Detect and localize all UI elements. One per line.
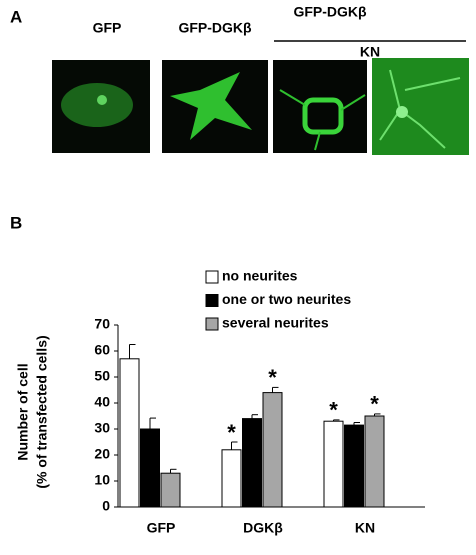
micrograph xyxy=(162,60,268,153)
bar xyxy=(364,415,385,508)
x-tick-label: KN xyxy=(355,520,375,536)
micrograph xyxy=(273,60,367,153)
legend-swatch xyxy=(205,270,219,284)
significance-mark: * xyxy=(329,398,338,423)
y-tick-label: 50 xyxy=(94,368,110,384)
panel-label: B xyxy=(10,213,22,232)
legend-label: no neurites xyxy=(222,268,298,284)
y-tick-label: 70 xyxy=(94,316,110,332)
y-axis-title: (% of transfected cells) xyxy=(34,335,50,488)
column-label: GFP xyxy=(93,20,122,36)
legend-swatch xyxy=(205,294,219,307)
y-tick-label: 20 xyxy=(94,446,110,462)
significance-mark: * xyxy=(268,365,277,390)
legend-label: one or two neurites xyxy=(222,291,351,307)
significance-mark: * xyxy=(370,392,379,417)
micrograph xyxy=(372,58,469,155)
y-tick-label: 30 xyxy=(94,420,110,436)
bar xyxy=(323,420,344,508)
bar xyxy=(262,392,283,508)
x-tick-label: GFP xyxy=(147,520,176,536)
bar xyxy=(119,358,140,508)
y-tick-label: 60 xyxy=(94,342,110,358)
y-tick-label: 40 xyxy=(94,394,110,410)
x-tick-label: DGKβ xyxy=(243,520,283,536)
y-tick-label: 0 xyxy=(102,498,110,514)
bar xyxy=(344,424,364,508)
panel-label: A xyxy=(10,7,22,26)
bar xyxy=(140,428,160,508)
bar xyxy=(221,449,242,508)
significance-mark: * xyxy=(227,420,236,445)
micrograph xyxy=(52,60,150,153)
y-axis-title: Number of cell xyxy=(15,363,31,460)
column-label: GFP-DGKβ xyxy=(178,20,252,36)
column-label: GFP-DGKβ xyxy=(293,4,367,20)
group-label: KN xyxy=(360,44,380,60)
y-tick-label: 10 xyxy=(94,472,110,488)
legend-label: several neurites xyxy=(222,315,329,331)
bar xyxy=(160,472,181,508)
legend-swatch xyxy=(205,317,219,331)
bar xyxy=(242,418,262,508)
